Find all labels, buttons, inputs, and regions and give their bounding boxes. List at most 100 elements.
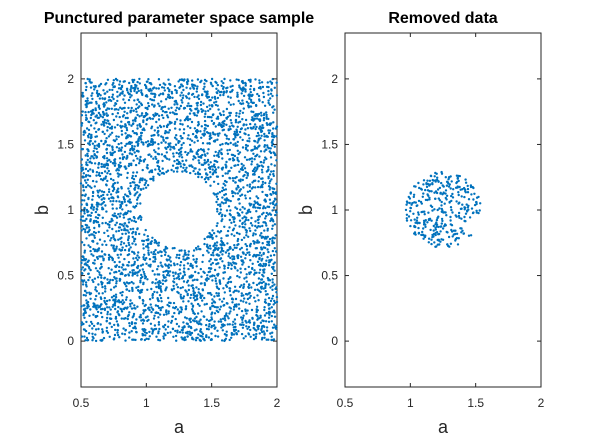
data-point <box>238 248 242 251</box>
data-point <box>156 291 159 294</box>
data-point <box>475 202 478 206</box>
data-point <box>236 237 240 241</box>
data-point <box>267 129 270 132</box>
data-point <box>105 302 108 306</box>
y-tick-label: 0.5 <box>57 269 74 283</box>
data-point <box>137 285 140 288</box>
data-point <box>97 128 100 131</box>
data-point <box>106 90 109 93</box>
data-point <box>241 318 244 321</box>
data-point <box>222 91 225 95</box>
data-point <box>267 320 271 323</box>
data-point <box>246 190 250 193</box>
data-point <box>133 219 136 223</box>
data-point <box>120 201 123 204</box>
x-tick-label: 1.5 <box>203 396 220 410</box>
data-point <box>171 289 174 292</box>
data-point <box>243 173 246 177</box>
data-point <box>445 214 448 217</box>
data-point <box>409 191 412 194</box>
data-point <box>199 296 203 300</box>
data-point <box>270 82 273 86</box>
data-point <box>430 190 433 193</box>
data-point <box>85 263 88 267</box>
data-point <box>105 108 108 112</box>
data-point <box>97 230 101 234</box>
data-point <box>268 260 272 263</box>
data-point <box>113 337 116 340</box>
data-point <box>143 233 146 236</box>
data-point <box>469 185 473 189</box>
data-point <box>274 250 278 253</box>
data-point <box>255 305 259 308</box>
data-point <box>232 143 235 146</box>
data-point <box>138 232 141 236</box>
data-point <box>89 160 92 163</box>
data-point <box>454 239 457 242</box>
data-point <box>241 316 245 320</box>
data-point <box>83 206 86 210</box>
data-point <box>417 199 421 203</box>
data-point <box>95 171 99 174</box>
data-point <box>138 181 141 184</box>
data-point <box>230 166 233 169</box>
data-point <box>145 80 149 84</box>
data-point <box>131 80 135 83</box>
data-point <box>143 178 146 181</box>
data-point <box>200 282 203 285</box>
data-point <box>231 258 234 261</box>
data-point <box>134 243 137 246</box>
data-point <box>245 276 248 279</box>
data-point <box>229 199 232 203</box>
data-point <box>121 92 124 95</box>
data-point <box>125 128 129 132</box>
data-point <box>175 112 178 116</box>
data-point <box>138 194 141 197</box>
data-point <box>192 287 195 290</box>
data-point <box>144 85 148 88</box>
data-point <box>198 161 201 165</box>
data-point <box>182 141 185 145</box>
data-point <box>95 155 98 158</box>
data-point <box>216 306 219 309</box>
data-point <box>263 104 267 108</box>
data-point <box>94 328 98 331</box>
data-point <box>234 136 237 139</box>
data-point <box>255 283 259 287</box>
data-point <box>215 285 219 288</box>
data-point <box>92 313 95 316</box>
data-point <box>169 301 172 305</box>
data-point <box>206 142 209 145</box>
data-point <box>101 285 104 289</box>
data-point <box>86 77 89 81</box>
data-point <box>232 326 235 329</box>
data-point <box>87 244 90 247</box>
data-point <box>238 219 242 222</box>
data-point <box>405 203 408 206</box>
data-point <box>98 174 102 178</box>
data-point <box>261 242 264 245</box>
data-point <box>136 228 139 231</box>
data-point <box>158 173 161 177</box>
data-point <box>211 302 214 305</box>
data-point <box>100 274 103 277</box>
data-point <box>169 256 172 259</box>
data-point <box>112 286 116 289</box>
data-point <box>235 305 238 308</box>
data-point <box>433 175 436 178</box>
data-point <box>141 328 144 331</box>
data-point <box>427 218 431 221</box>
data-point <box>442 211 445 214</box>
data-point <box>176 290 179 294</box>
data-point <box>260 254 263 257</box>
data-point <box>131 130 135 133</box>
data-point <box>271 297 274 300</box>
data-point <box>130 280 133 284</box>
data-point <box>115 280 118 283</box>
data-point <box>178 161 181 164</box>
data-point <box>94 288 97 291</box>
data-point <box>242 323 245 327</box>
data-point <box>121 115 125 118</box>
data-point <box>449 223 452 226</box>
data-point <box>97 105 101 109</box>
